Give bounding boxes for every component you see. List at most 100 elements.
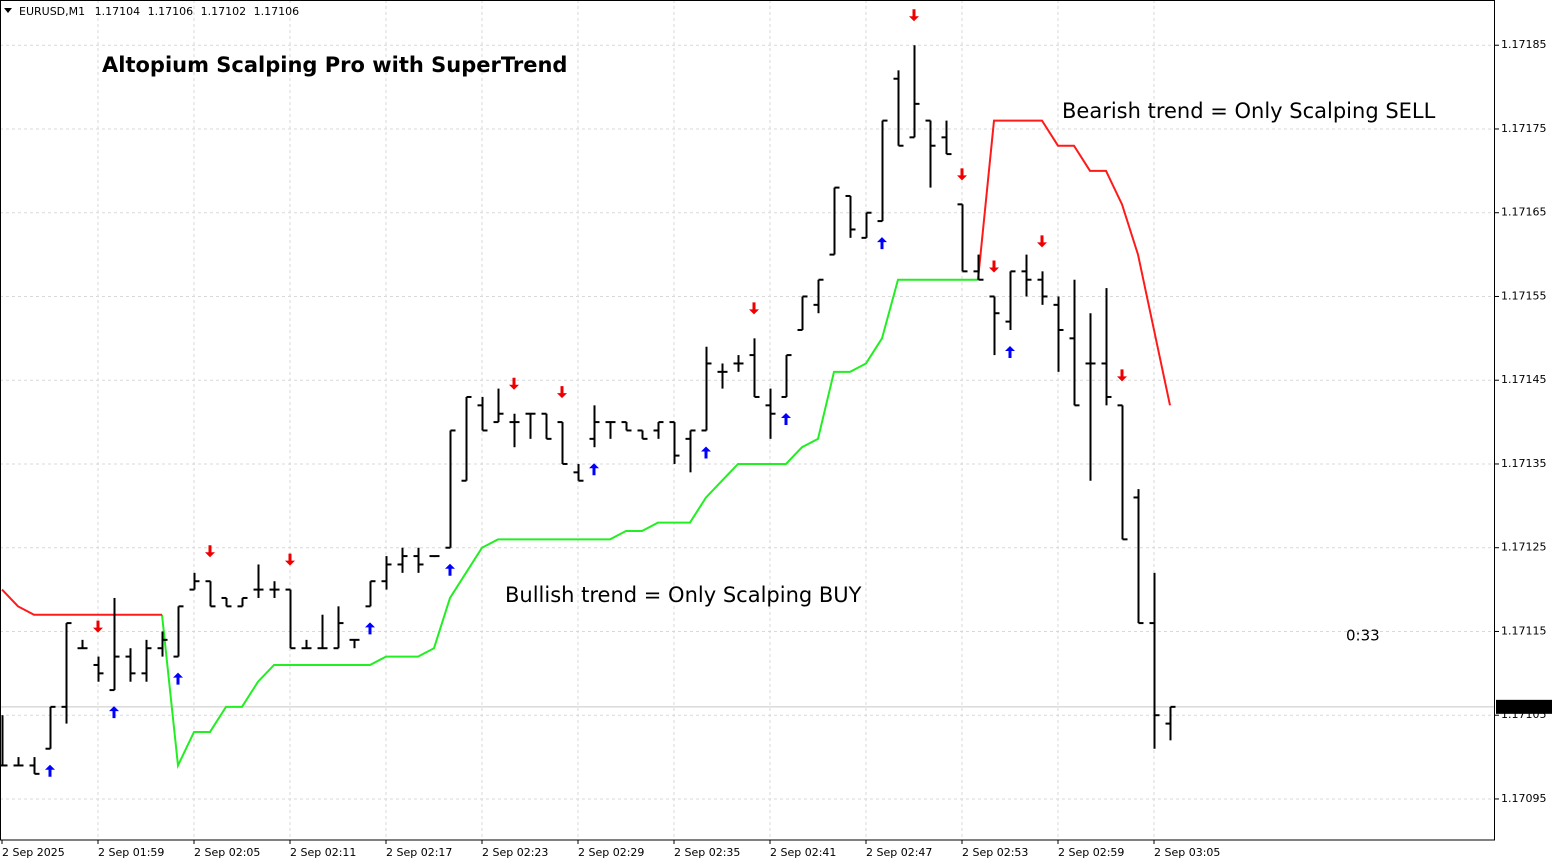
ohlc-bar [461,395,472,482]
ohlc-bar [813,278,824,314]
buy-signal-arrow [1005,345,1015,358]
ohlc-bar [29,757,40,775]
ohlc-bar [573,463,584,482]
ohlc-bar [861,211,872,239]
ohlc-bar [333,606,344,650]
ohlc-bar [349,638,360,649]
ohlc-bar [669,421,680,464]
sell-signal-arrow [1037,235,1047,248]
ohlc-bar [1133,489,1144,625]
ohlc-bar [157,631,168,657]
annotation: Bearish trend = Only Scalping SELL [1062,99,1436,123]
ohlc-bar [1053,296,1064,372]
ohlc-bar [45,705,56,750]
ohlc-bar [1101,288,1112,406]
ohlc-bar [941,120,952,156]
ohlc-bar [1069,279,1080,407]
sell-signal-arrow [93,620,103,633]
price-tag-label: 1.17106 [1500,700,1546,713]
ohlc-bar [13,757,24,767]
ohlc-bar [301,639,312,650]
x-tick-label: 2 Sep 03:05 [1154,846,1220,859]
sell-signal-arrow [205,545,215,558]
y-tick-label: 1.17155 [1501,289,1547,302]
x-tick-label: 2 Sep 02:29 [578,846,644,859]
ohlc-bar [317,614,328,650]
sell-signal-arrow [509,377,519,390]
ohlc-bar [125,648,136,682]
y-tick-label: 1.17185 [1501,38,1547,51]
x-tick-label: 2 Sep 2025 [2,846,65,859]
sell-signal-arrow [909,9,919,22]
ohlc-bar [1021,254,1032,297]
ohlc-bar [637,429,648,440]
annotation: Bullish trend = Only Scalping BUY [505,583,862,607]
ohlc-bar [877,119,888,223]
ohlc-bar [909,45,920,139]
ohlc-bar [701,346,712,432]
sell-signal-arrow [1117,369,1127,382]
header-high: 1.17106 [148,5,194,18]
ohlc-bar [493,388,504,424]
buy-signal-arrow [45,764,55,777]
ohlc-bar [765,388,776,439]
supertrend-line [161,278,978,770]
sell-signal-arrow [749,302,759,315]
ohlc-bar [445,429,456,549]
chart-title: Altopium Scalping Pro with SuperTrend [102,53,567,77]
marks-layer [0,9,1176,777]
ohlc-bar [541,412,552,440]
x-tick-label: 2 Sep 02:35 [674,846,740,859]
x-tick-label: 2 Sep 02:53 [962,846,1028,859]
supertrend-line [1,119,1171,616]
ohlc-bar [525,412,536,439]
y-tick-label: 1.17135 [1501,457,1547,470]
symbol-menu-icon[interactable] [4,8,12,13]
ohlc-bar [733,355,744,372]
ohlc-bar [269,581,280,598]
x-tick-label: 2 Sep 01:59 [98,846,164,859]
y-tick-label: 1.17145 [1501,373,1547,386]
ohlc-bar [109,597,120,692]
sell-signal-arrow [557,386,567,399]
ohlc-bar [989,295,1000,356]
y-tick-label: 1.17115 [1501,624,1547,637]
ohlc-bar [557,421,568,465]
x-tick-label: 2 Sep 02:41 [770,846,836,859]
symbol: EURUSD,M1 [19,5,85,18]
ohlc-bar [237,596,248,608]
ohlc-bar [173,605,184,658]
buy-signal-arrow [781,412,791,425]
ohlc-bar [77,639,88,650]
ohlc-bar [1149,572,1160,749]
x-tick-label: 2 Sep 02:11 [290,846,356,859]
ohlc-bar [845,194,856,238]
ohlc-bar [1037,271,1048,305]
plot-frame [0,0,1495,841]
y-tick-label: 1.17165 [1501,206,1547,219]
ohlc-bar [205,580,216,608]
buy-signal-arrow [589,463,599,476]
ohlc-bar [429,555,440,558]
bar-timer: 0:33 [1346,627,1380,645]
ohlc-bar [893,70,904,147]
buy-signal-arrow [109,706,119,719]
sell-signal-arrow [957,168,967,181]
ohlc-bar [509,413,520,448]
header: EURUSD,M1 1.17104 1.17106 1.17102 1.1710… [19,5,299,18]
buy-signal-arrow [445,563,455,576]
ohlc-bar [621,421,632,432]
header-close: 1.17106 [254,5,300,18]
ohlc-bar [973,254,984,281]
buy-signal-arrow [173,672,183,685]
ohlc-bar [781,354,792,398]
price-tag [1496,699,1552,714]
sell-signal-arrow [989,260,999,273]
ohlc-bar [1085,313,1096,481]
ohlc-bar [365,580,376,608]
y-tick-label: 1.17125 [1501,541,1547,554]
ohlc-bar [685,429,696,473]
ohlc-bar [285,588,296,650]
ohlc-bar [1165,705,1176,741]
